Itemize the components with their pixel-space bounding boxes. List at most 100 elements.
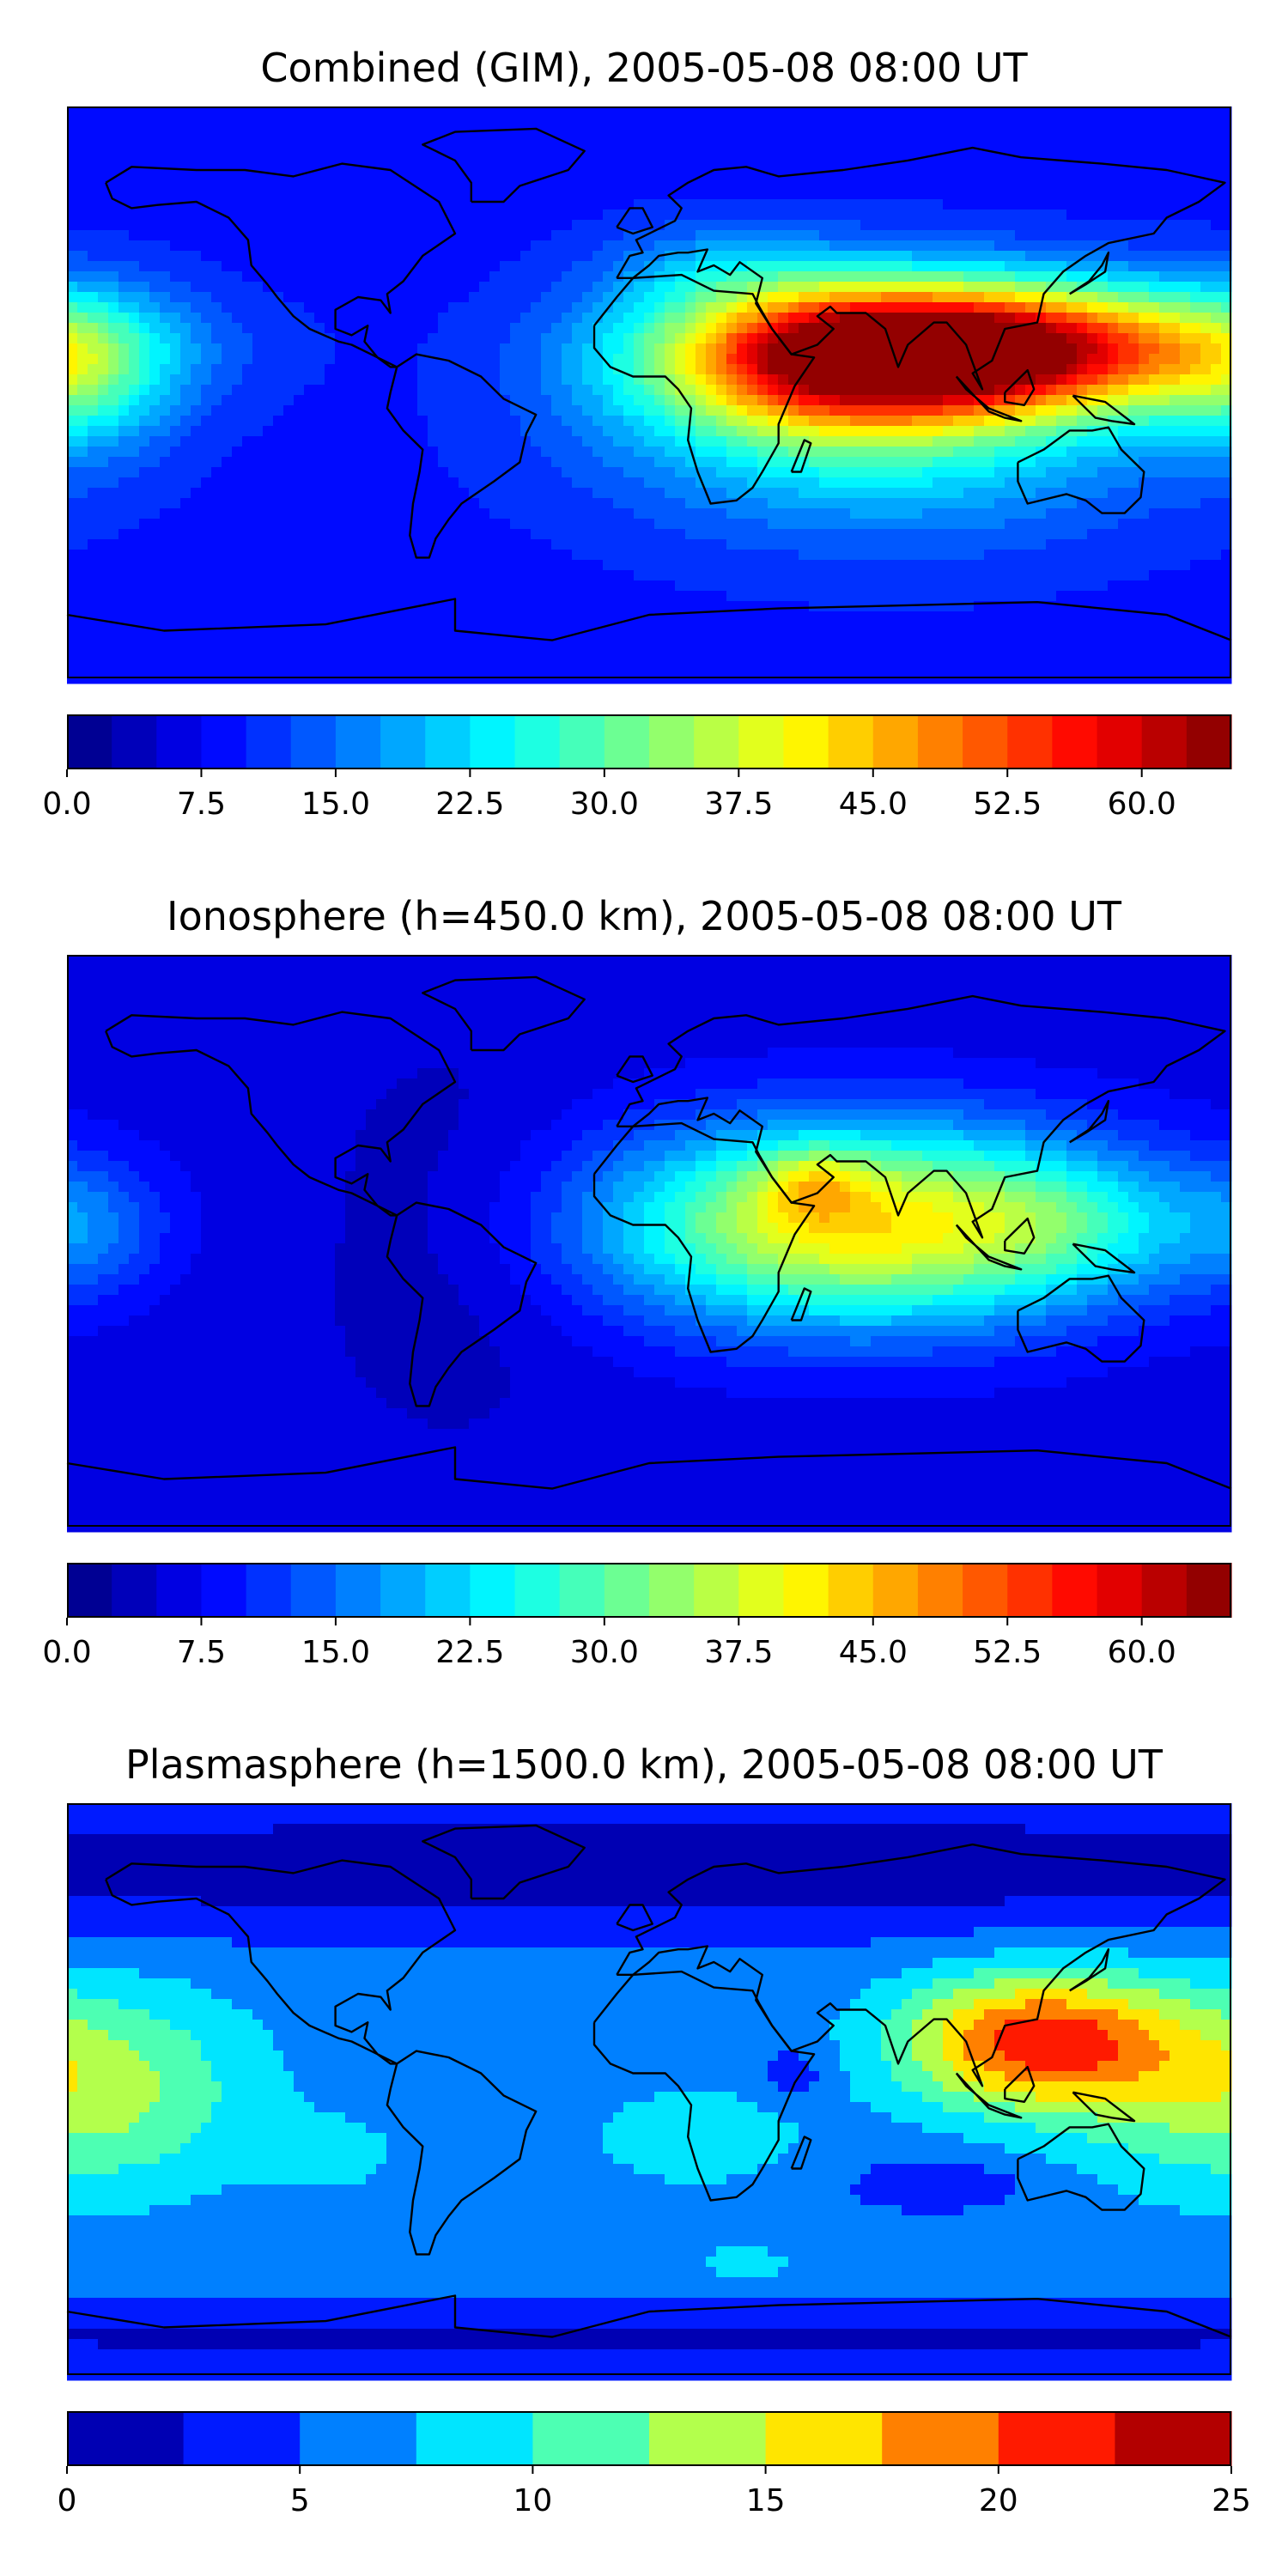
field-cell: [314, 508, 325, 519]
field-cell: [386, 436, 398, 447]
field-cell: [479, 550, 490, 561]
field-cell: [180, 189, 191, 200]
field-cell: [314, 282, 325, 293]
field-cell: [304, 560, 315, 571]
field-cell: [77, 426, 88, 437]
field-cell: [252, 117, 264, 128]
field-cell: [88, 323, 99, 334]
field-cell: [634, 457, 645, 468]
field-cell: [1118, 436, 1129, 447]
field-cell: [325, 457, 336, 468]
field-cell: [355, 477, 367, 489]
field-cell: [829, 539, 841, 550]
field-cell: [685, 106, 696, 118]
field-cell: [1066, 343, 1078, 355]
field-cell: [489, 292, 501, 303]
field-cell: [871, 426, 882, 437]
field-cell: [170, 395, 181, 406]
field-cell: [1025, 282, 1036, 293]
field-cell: [654, 457, 665, 468]
field-cell: [294, 127, 305, 138]
field-cell: [283, 519, 295, 530]
field-cell: [592, 117, 604, 128]
field-cell: [696, 148, 707, 159]
field-cell: [1015, 292, 1026, 303]
field-cell: [294, 447, 305, 458]
field-cell: [314, 447, 325, 458]
field-cell: [1139, 343, 1150, 355]
field-cell: [860, 447, 872, 458]
field-cell: [489, 323, 501, 334]
field-cell: [366, 488, 377, 499]
field-cell: [242, 302, 253, 313]
field-cell: [768, 498, 779, 509]
field-cell: [67, 261, 78, 272]
field-cell: [603, 282, 614, 293]
field-cell: [1170, 447, 1181, 458]
field-cell: [912, 302, 923, 313]
field-cell: [1170, 477, 1181, 489]
field-cell: [1097, 385, 1109, 396]
field-cell: [1211, 457, 1222, 468]
field-cell: [211, 539, 222, 550]
field-cell: [716, 550, 727, 561]
field-cell: [149, 251, 161, 262]
field-cell: [778, 210, 789, 221]
field-cell: [160, 364, 171, 375]
field-cell: [376, 550, 387, 561]
field-cell: [273, 405, 284, 416]
field-cell: [201, 364, 212, 375]
field-cell: [1036, 488, 1047, 499]
field-cell: [943, 529, 954, 540]
field-cell: [984, 426, 995, 437]
field-cell: [1170, 364, 1181, 375]
field-cell: [1180, 261, 1191, 272]
field-cell: [211, 148, 222, 159]
field-cell: [1077, 519, 1088, 530]
field-cell: [232, 467, 243, 478]
field-cell: [654, 106, 665, 118]
field-cell: [407, 364, 418, 375]
field-cell: [201, 127, 212, 138]
field-cell: [366, 313, 377, 324]
field-cell: [902, 240, 913, 252]
field-cell: [1159, 240, 1170, 252]
field-cell: [283, 168, 295, 179]
field-cell: [819, 374, 830, 386]
field-cell: [757, 395, 769, 406]
field-cell: [953, 498, 964, 509]
field-cell: [881, 220, 892, 231]
field-cell: [500, 405, 511, 416]
field-cell: [531, 313, 542, 324]
field-cell: [222, 313, 233, 324]
field-cell: [531, 426, 542, 437]
field-cell: [1108, 323, 1119, 334]
field-cell: [1056, 220, 1067, 231]
field-cell: [1139, 210, 1150, 221]
field-cell: [541, 364, 552, 375]
field-cell: [201, 271, 212, 283]
field-cell: [428, 519, 439, 530]
field-cell: [747, 447, 758, 458]
field-cell: [479, 292, 490, 303]
field-cell: [696, 416, 707, 427]
field-cell: [933, 405, 944, 416]
field-cell: [1211, 220, 1222, 231]
field-cell: [1097, 519, 1109, 530]
field-cell: [88, 457, 99, 468]
field-cell: [716, 529, 727, 540]
field-cell: [520, 117, 532, 128]
field-cell: [1190, 148, 1201, 159]
field-cell: [283, 477, 295, 489]
field-cell: [88, 302, 99, 313]
field-cell: [860, 323, 872, 334]
field-cell: [737, 220, 748, 231]
field-cell: [129, 405, 140, 416]
field-cell: [510, 477, 521, 489]
field-cell: [1025, 343, 1036, 355]
field-cell: [1097, 148, 1109, 159]
field-cell: [572, 117, 583, 128]
field-cell: [737, 477, 748, 489]
field-cell: [366, 385, 377, 396]
field-cell: [201, 550, 212, 561]
